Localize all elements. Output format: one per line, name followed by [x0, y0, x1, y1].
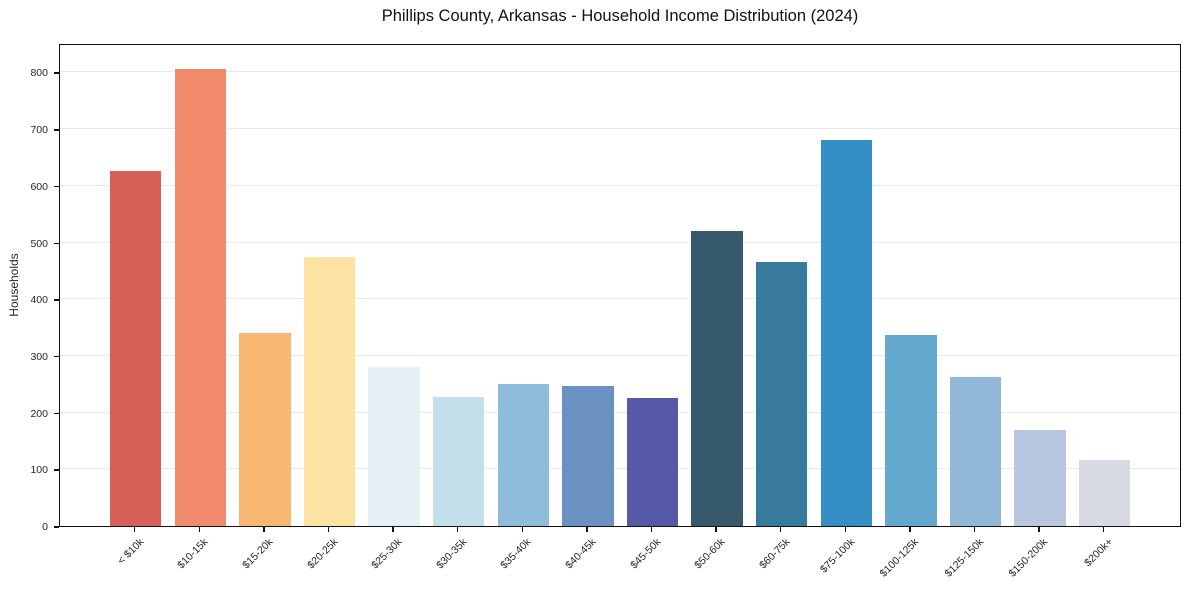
bar	[432, 396, 485, 526]
y-tick-mark	[54, 129, 59, 131]
bar	[109, 170, 162, 526]
x-tick-label: $25-30k	[369, 536, 405, 572]
x-tick-mark	[1102, 527, 1105, 532]
bar	[949, 376, 1002, 526]
x-tick-label: $30-35k	[433, 536, 470, 572]
x-tick-label: $125-150k	[942, 536, 986, 580]
x-tick-label: $60-75k	[756, 536, 793, 572]
bar	[885, 334, 937, 526]
y-axis-label: Households	[7, 253, 21, 317]
x-tick-label: $35-40k	[498, 536, 534, 572]
chart-title: Phillips County, Arkansas - Household In…	[381, 7, 859, 25]
x-tick-label: $150-200k	[1007, 536, 1051, 580]
x-tick-label: $200k+	[1082, 536, 1116, 570]
gridline	[60, 468, 1180, 470]
y-tick-label: 100	[30, 464, 48, 477]
gridline	[60, 128, 1180, 130]
bar	[497, 383, 550, 526]
bar	[691, 231, 743, 526]
bar	[303, 256, 356, 526]
y-tick-mark	[54, 355, 59, 358]
gridline	[60, 71, 1180, 73]
bar	[1078, 459, 1131, 526]
x-tick-label: $50-60k	[692, 536, 728, 572]
x-tick-mark	[198, 527, 201, 532]
x-tick-label: $20-25k	[304, 536, 340, 572]
x-tick-mark	[715, 527, 717, 532]
bar	[368, 367, 420, 526]
x-tick-mark	[586, 527, 588, 532]
y-tick-mark	[54, 526, 59, 528]
x-tick-mark	[650, 527, 653, 532]
x-tick-label: < $10k	[115, 536, 147, 567]
gridline	[60, 241, 1180, 243]
y-tick-label: 600	[30, 180, 48, 193]
y-tick-label: 500	[30, 237, 48, 250]
plot-area	[59, 44, 1181, 527]
x-tick-mark	[263, 527, 265, 532]
x-tick-label: $100-125k	[877, 536, 922, 580]
bar	[1014, 429, 1066, 526]
gridline	[60, 298, 1180, 300]
bar	[562, 385, 614, 526]
gridline	[60, 184, 1180, 186]
x-tick-mark	[521, 527, 524, 532]
y-tick-label: 700	[30, 124, 48, 137]
x-tick-mark	[392, 527, 394, 532]
gridline	[60, 354, 1180, 356]
bar	[239, 332, 291, 526]
y-tick-label: 200	[30, 407, 48, 420]
x-tick-label: $10-15k	[175, 536, 211, 572]
x-tick-mark	[973, 527, 976, 532]
x-tick-mark	[779, 527, 782, 532]
y-tick-label: 400	[30, 294, 48, 307]
y-tick-label: 300	[30, 350, 48, 363]
bar	[755, 261, 808, 526]
y-tick-label: 0	[42, 521, 48, 533]
y-tick-label: 800	[30, 67, 48, 80]
x-tick-label: $15-20k	[240, 536, 276, 572]
x-tick-mark	[844, 527, 847, 532]
x-tick-label: $45-50k	[627, 536, 663, 572]
x-tick-label: $75-100k	[817, 536, 857, 576]
x-tick-mark	[327, 527, 330, 532]
bar	[626, 397, 679, 526]
gridline	[60, 411, 1180, 413]
y-tick-mark	[54, 469, 59, 471]
x-tick-mark	[1038, 527, 1040, 532]
x-tick-mark	[909, 527, 911, 532]
y-tick-mark	[54, 299, 59, 301]
x-tick-mark	[456, 527, 459, 532]
y-tick-mark	[54, 185, 59, 188]
y-tick-mark	[54, 72, 59, 74]
y-tick-mark	[54, 412, 59, 415]
x-tick-mark	[133, 527, 136, 532]
bar	[174, 68, 227, 526]
y-tick-mark	[54, 242, 59, 245]
x-tick-label: $40-45k	[563, 536, 599, 572]
bar	[820, 139, 873, 526]
